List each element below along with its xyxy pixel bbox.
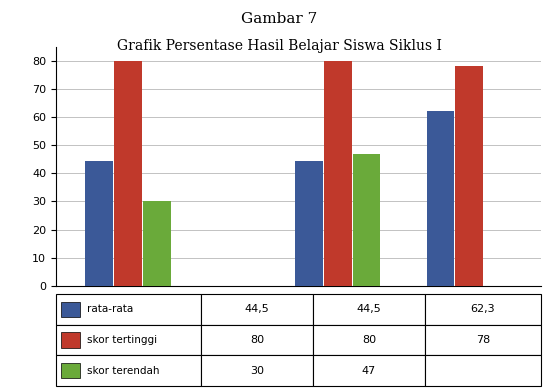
Bar (143, 202, 171, 286)
Bar (455, 66, 483, 286)
Text: rata-rata: rata-rata (88, 305, 133, 314)
Bar (61, 302, 80, 317)
Bar (56, 294, 201, 325)
Text: post-test: post-test (445, 303, 494, 313)
Bar (61, 332, 80, 348)
Bar (324, 61, 352, 286)
Bar (295, 161, 323, 286)
Bar (313, 355, 425, 386)
Bar (56, 325, 201, 355)
Text: Pre-test: Pre-test (316, 303, 359, 313)
Bar (313, 325, 425, 355)
Bar (201, 355, 313, 386)
Bar (425, 294, 541, 325)
Text: 80: 80 (250, 335, 264, 345)
Text: Pre-test: Pre-test (107, 303, 150, 313)
Text: 47: 47 (362, 366, 376, 376)
Bar (353, 154, 381, 286)
Text: 78: 78 (476, 335, 490, 345)
Bar (61, 363, 80, 378)
Text: 80: 80 (362, 335, 376, 345)
Bar (56, 355, 201, 386)
Bar (425, 355, 541, 386)
Text: Gambar 7: Gambar 7 (241, 12, 317, 26)
Bar (114, 61, 142, 286)
Bar (425, 325, 541, 355)
Text: 44,5: 44,5 (357, 305, 381, 314)
Text: skor terendah: skor terendah (88, 366, 160, 376)
Bar (201, 294, 313, 325)
Bar (313, 294, 425, 325)
Bar (426, 111, 454, 286)
Text: Grafik Persentase Hasil Belajar Siswa Siklus I: Grafik Persentase Hasil Belajar Siswa Si… (117, 39, 441, 53)
Text: 30: 30 (251, 366, 264, 376)
Text: skor tertinggi: skor tertinggi (88, 335, 157, 345)
Bar (85, 161, 113, 286)
Bar (201, 325, 313, 355)
Text: 62,3: 62,3 (471, 305, 496, 314)
Text: 44,5: 44,5 (245, 305, 270, 314)
